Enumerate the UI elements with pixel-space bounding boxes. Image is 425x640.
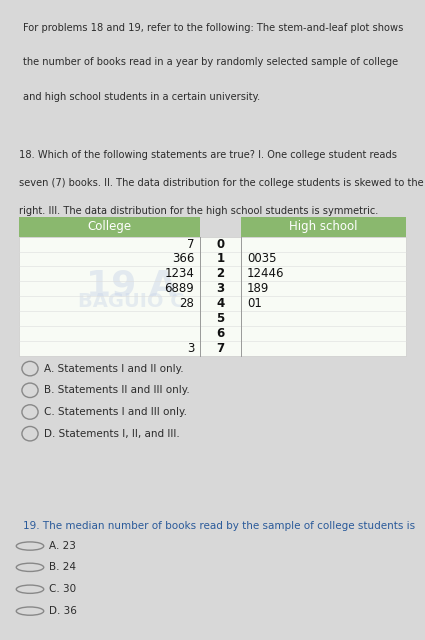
Bar — [19, 237, 406, 356]
Text: 5: 5 — [216, 312, 225, 325]
Text: seven (7) books. II. The data distribution for the college students is skewed to: seven (7) books. II. The data distributi… — [19, 178, 423, 188]
Text: 01: 01 — [247, 297, 262, 310]
Text: 1234: 1234 — [164, 268, 194, 280]
Bar — [19, 217, 200, 237]
Text: right. III. The data distribution for the high school students is symmetric.: right. III. The data distribution for th… — [19, 206, 378, 216]
Text: 0: 0 — [216, 237, 225, 251]
Text: the number of books read in a year by randomly selected sample of college: the number of books read in a year by ra… — [23, 58, 398, 67]
Bar — [241, 217, 406, 237]
Text: A. Statements I and II only.: A. Statements I and II only. — [44, 364, 183, 374]
Text: 2: 2 — [216, 268, 225, 280]
Text: 1: 1 — [216, 253, 225, 266]
Text: B. Statements II and III only.: B. Statements II and III only. — [44, 385, 190, 396]
Text: 6889: 6889 — [164, 282, 194, 295]
Text: C. 30: C. 30 — [49, 584, 76, 594]
Text: For problems 18 and 19, refer to the following: The stem-and-leaf plot shows: For problems 18 and 19, refer to the fol… — [23, 23, 403, 33]
Text: 366: 366 — [172, 253, 194, 266]
Text: 19 A: 19 A — [86, 268, 177, 303]
Text: 3: 3 — [216, 282, 225, 295]
Text: B. 24: B. 24 — [49, 563, 76, 572]
Text: 6: 6 — [216, 327, 225, 340]
Text: 189: 189 — [247, 282, 269, 295]
Text: 7: 7 — [216, 342, 225, 355]
Text: 0035: 0035 — [247, 253, 276, 266]
Text: 28: 28 — [179, 297, 194, 310]
Text: College: College — [88, 220, 132, 233]
Text: 4: 4 — [216, 297, 225, 310]
Text: 3: 3 — [187, 342, 194, 355]
Text: and high school students in a certain university.: and high school students in a certain un… — [23, 92, 260, 102]
Text: 18. Which of the following statements are true? I. One college student reads: 18. Which of the following statements ar… — [19, 150, 397, 160]
Text: C. Statements I and III only.: C. Statements I and III only. — [44, 407, 187, 417]
Text: D. Statements I, II, and III.: D. Statements I, II, and III. — [44, 429, 179, 438]
Text: 12446: 12446 — [247, 268, 284, 280]
Text: High school: High school — [289, 220, 358, 233]
Text: 19. The median number of books read by the sample of college students is: 19. The median number of books read by t… — [23, 520, 415, 531]
Text: D. 36: D. 36 — [49, 606, 77, 616]
Text: A. 23: A. 23 — [49, 541, 76, 551]
Text: BAGUIO C: BAGUIO C — [79, 292, 185, 311]
Text: 7: 7 — [187, 237, 194, 251]
